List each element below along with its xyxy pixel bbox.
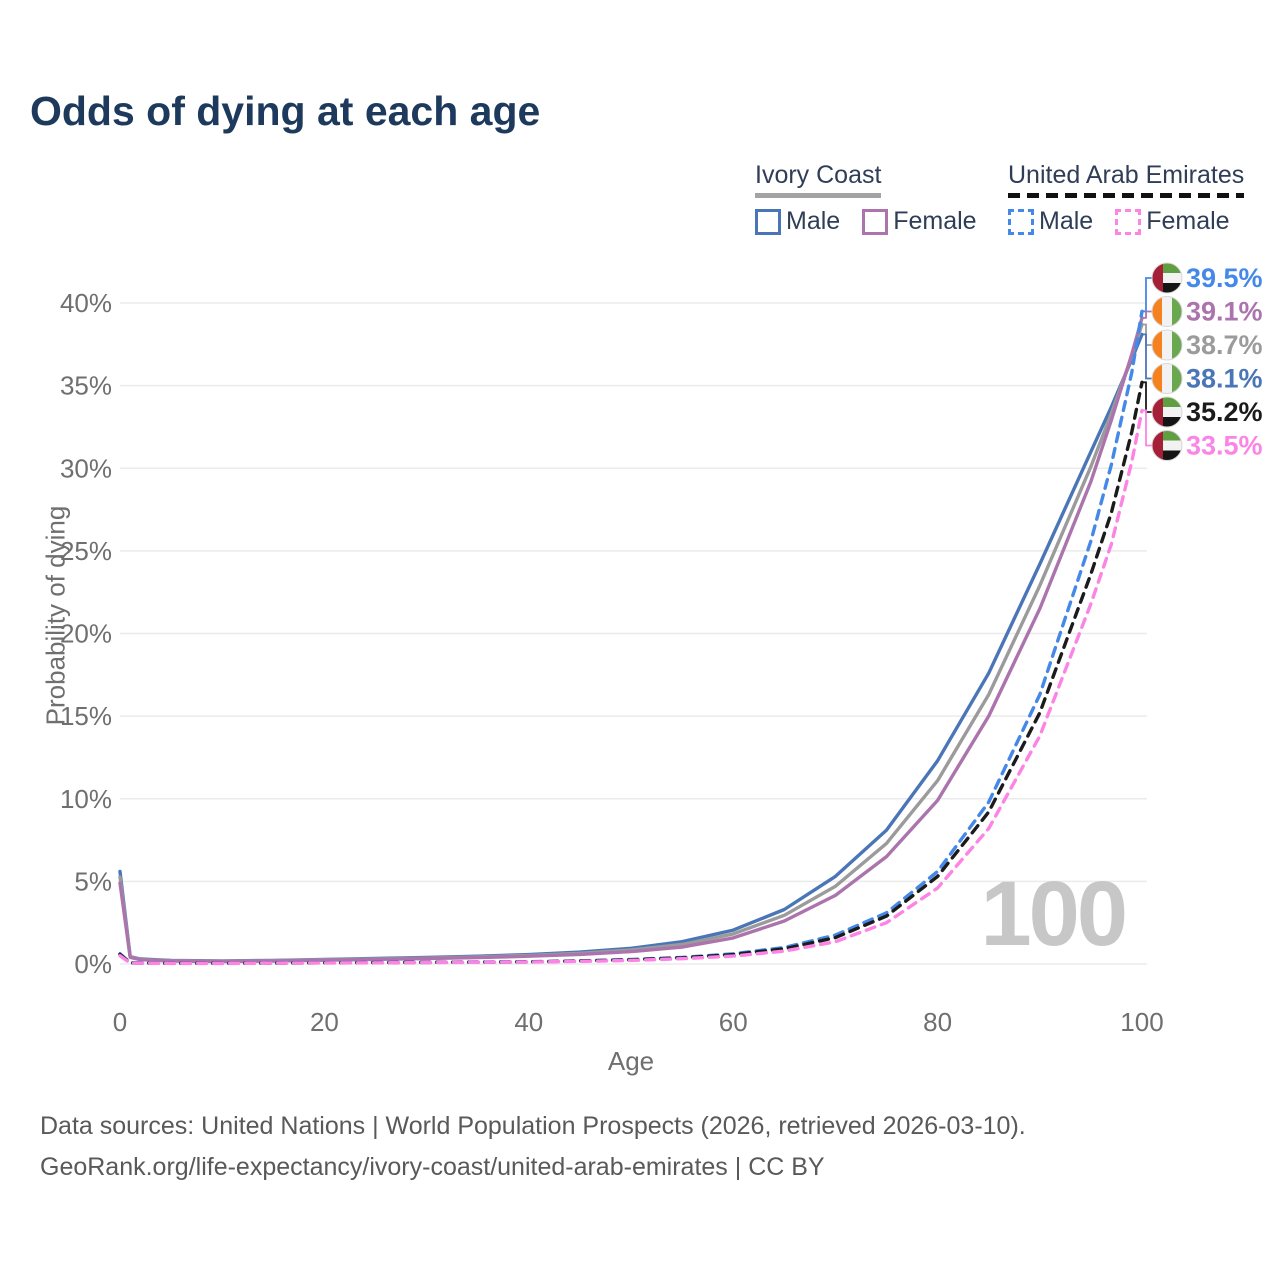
uae-male-swatch-icon <box>1008 208 1034 235</box>
ivory-coast-female-swatch-icon <box>862 208 889 235</box>
x-tick-label: 80 <box>923 1007 952 1037</box>
uae-flag-icon <box>1152 430 1182 461</box>
legend-item-ivory-coast-female[interactable]: Female <box>862 207 977 236</box>
series-line-ivory-coast-female[interactable] <box>118 316 1144 964</box>
y-tick-label: 0% <box>74 949 112 979</box>
legend-item-uae-female[interactable]: Female <box>1115 207 1230 236</box>
y-tick-label: 20% <box>60 619 112 649</box>
x-axis-label: Age <box>607 1046 655 1076</box>
flag-outline <box>1151 363 1183 394</box>
legend-group-uae: United Arab Emirates Male Female <box>1008 161 1245 236</box>
dashed-line-sample-icon <box>1008 193 1245 198</box>
end-label-value: 39.5% <box>1186 263 1263 293</box>
end-label-value: 38.1% <box>1186 364 1263 394</box>
end-label-leader-line <box>1142 277 1152 313</box>
legend-group-label-ivory-coast[interactable]: Ivory Coast <box>755 161 882 189</box>
y-tick-label: 30% <box>60 453 112 483</box>
y-tick-label: 15% <box>60 701 112 731</box>
series-line-uae-female[interactable] <box>118 408 1144 966</box>
end-label-leader-line <box>1142 381 1152 413</box>
flag-outline <box>1151 329 1183 361</box>
footer-attribution-url: GeoRank.org/life-expectancy/ivory-coast/… <box>40 1152 825 1181</box>
end-label-value: 33.5% <box>1186 431 1263 461</box>
flag-outline <box>1151 430 1183 461</box>
x-tick-label: 40 <box>514 1007 543 1037</box>
flag-outline <box>1151 396 1183 428</box>
x-tick-label: 100 <box>1120 1007 1163 1037</box>
legend-item-label: Male <box>786 207 841 235</box>
solid-line-sample-icon <box>755 193 882 198</box>
x-tick-label: 60 <box>719 1007 748 1037</box>
legend-item-uae-male[interactable]: Male <box>1008 207 1093 236</box>
end-label-leader-line <box>1142 333 1152 380</box>
y-tick-label: 5% <box>74 866 112 896</box>
ivory-coast-flag-icon <box>1152 296 1182 327</box>
uae-flag-icon <box>1152 397 1182 427</box>
end-label-value: 38.7% <box>1186 330 1263 360</box>
ivory-coast-male-swatch-icon <box>755 208 781 235</box>
uae-flag-icon <box>1152 263 1182 293</box>
age-watermark: 100 <box>980 863 1129 965</box>
end-label-leader-line <box>1142 310 1152 319</box>
chart-footer: Data sources: United Nations | World Pop… <box>40 1106 1026 1187</box>
y-tick-label: 25% <box>60 536 112 566</box>
end-label-value: 35.2% <box>1186 397 1263 427</box>
x-tick-label: 20 <box>310 1007 339 1037</box>
legend-group-label-uae[interactable]: United Arab Emirates <box>1008 161 1245 189</box>
y-tick-label: 40% <box>60 288 112 318</box>
y-tick-label: 10% <box>60 784 112 814</box>
x-tick-label: 0 <box>113 1007 127 1037</box>
legend-group-ivory-coast: Ivory Coast Male Female <box>755 161 977 236</box>
end-label-value: 39.1% <box>1186 297 1263 327</box>
end-label-leader-line <box>1142 409 1152 447</box>
legend-item-label: Male <box>1039 207 1094 235</box>
y-axis-label: Probability of dying <box>40 505 71 726</box>
flag-outline <box>1151 262 1183 294</box>
y-tick-label: 35% <box>60 371 112 401</box>
legend-item-label: Female <box>893 207 977 235</box>
ivory-coast-flag-icon <box>1152 363 1182 394</box>
flag-outline <box>1151 296 1183 327</box>
ivory-coast-flag-icon <box>1152 330 1182 360</box>
legend-item-label: Female <box>1146 207 1230 235</box>
footer-data-sources: Data sources: United Nations | World Pop… <box>40 1112 1026 1140</box>
legend-item-ivory-coast-male[interactable]: Male <box>755 207 840 236</box>
page-title: Odds of dying at each age <box>30 88 541 134</box>
uae-female-swatch-icon <box>1115 208 1142 235</box>
